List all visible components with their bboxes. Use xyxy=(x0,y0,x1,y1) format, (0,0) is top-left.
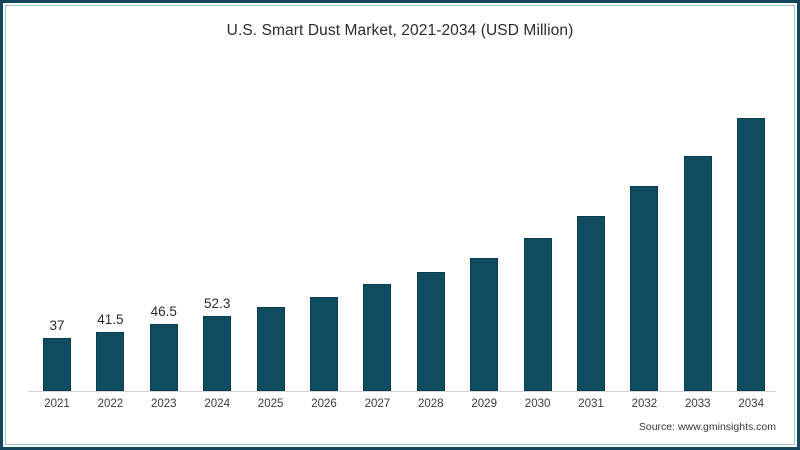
source-note: Source: www.gminsights.com xyxy=(638,421,776,433)
bar-rect-2022[interactable] xyxy=(96,331,125,391)
bar-2032[interactable] xyxy=(630,186,659,391)
x-axis-label-2030: 2030 xyxy=(524,398,551,410)
bar-2027[interactable] xyxy=(363,284,392,391)
plot-area: 37 41.5 46.5 52.3 xyxy=(28,60,774,391)
x-axis-label-2033: 2033 xyxy=(685,398,711,410)
chart-title: U.S. Smart Dust Market, 2021-2034 (USD M… xyxy=(226,22,574,39)
bar-2034[interactable] xyxy=(737,117,766,391)
bar-value-label-2024: 52.3 xyxy=(204,296,231,312)
bar-2031[interactable] xyxy=(577,216,605,391)
bar-2025[interactable] xyxy=(256,307,285,391)
bar-rect-2024[interactable] xyxy=(203,316,232,391)
bar-rect-2025[interactable] xyxy=(256,307,285,391)
bar-rect-2034[interactable] xyxy=(737,117,766,391)
bar-2033[interactable] xyxy=(683,156,712,391)
bar-rect-2033[interactable] xyxy=(683,156,712,391)
bar-2029[interactable] xyxy=(470,257,499,391)
x-axis-label-2034: 2034 xyxy=(738,398,764,410)
bar-value-label-2022: 41.5 xyxy=(97,311,124,327)
x-axis-label-2031: 2031 xyxy=(578,398,604,410)
x-axis-label-2024: 2024 xyxy=(204,398,230,410)
bar-2026[interactable] xyxy=(310,296,338,391)
x-axis-label-2022: 2022 xyxy=(97,398,124,410)
bar-2021[interactable]: 37 xyxy=(43,318,71,391)
bar-2022[interactable]: 41.5 xyxy=(96,312,125,391)
x-axis-label-2026: 2026 xyxy=(311,398,337,410)
bar-rect-2026[interactable] xyxy=(310,296,338,391)
bar-rect-2028[interactable] xyxy=(416,272,445,391)
x-axis-label-2021: 2021 xyxy=(44,398,70,410)
bar-2030[interactable] xyxy=(523,237,552,391)
bar-rect-2021[interactable] xyxy=(43,338,71,391)
bar-rect-2030[interactable] xyxy=(523,237,552,391)
x-axis-label-2025: 2025 xyxy=(257,398,284,410)
bar-rect-2032[interactable] xyxy=(630,186,659,391)
bar-2024[interactable]: 52.3 xyxy=(203,296,232,391)
bar-2028[interactable] xyxy=(416,272,445,391)
x-axis-label-2023: 2023 xyxy=(151,398,177,410)
bar-value-label-2021: 37 xyxy=(49,318,65,334)
bar-value-label-2023: 46.5 xyxy=(150,304,177,320)
x-axis-label-2029: 2029 xyxy=(471,398,497,410)
bar-rect-2031[interactable] xyxy=(577,216,605,391)
bar-rect-2029[interactable] xyxy=(470,257,499,391)
x-axis-line xyxy=(28,391,776,392)
bar-rect-2027[interactable] xyxy=(363,284,392,391)
bar-2023[interactable]: 46.5 xyxy=(149,304,178,391)
x-axis-label-2027: 2027 xyxy=(364,398,391,410)
x-axis-label-2032: 2032 xyxy=(631,398,658,410)
bar-rect-2023[interactable] xyxy=(149,324,178,391)
x-axis-label-2028: 2028 xyxy=(418,398,444,410)
